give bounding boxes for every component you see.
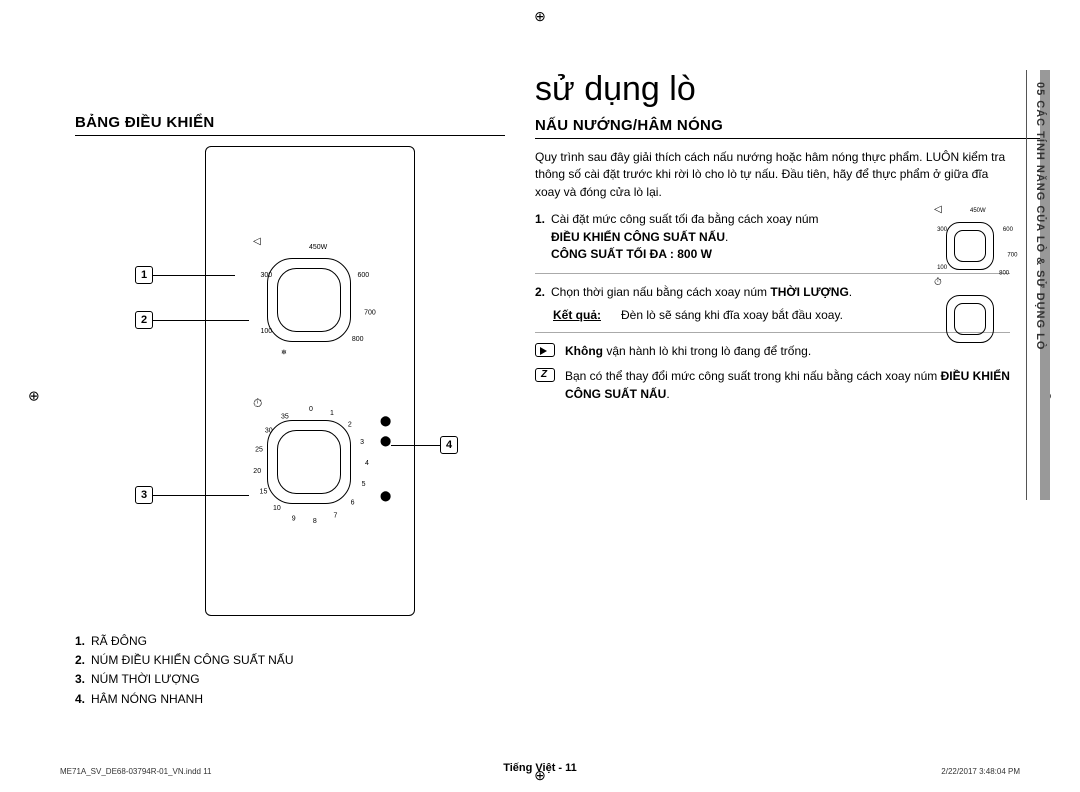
callout-line bbox=[153, 275, 235, 276]
quick-icon: ⬤ bbox=[380, 416, 391, 427]
time-dial: 0 1 2 3 4 5 6 7 8 9 10 15 20 25 30 35 bbox=[255, 408, 363, 516]
chapter-tab-text: 05 CÁC TÍNH NĂNG CỦA LÒ & SỬ DỤNG LÒ bbox=[1034, 82, 1046, 350]
intro-text: Quy trình sau đây giải thích cách nấu nư… bbox=[535, 149, 1050, 201]
registration-mark-left: ⊕ bbox=[28, 388, 40, 405]
time-tick: 6 bbox=[351, 499, 355, 506]
time-tick: 10 bbox=[273, 505, 281, 512]
time-tick: 20 bbox=[253, 468, 261, 475]
legend-item: 2.NÚM ĐIỀU KHIỂN CÔNG SUẤT NẤU bbox=[75, 651, 505, 670]
time-tick: 0 bbox=[309, 406, 313, 413]
step-item: 2. Chọn thời gian nấu bằng cách xoay núm… bbox=[535, 284, 920, 301]
time-tick: 5 bbox=[362, 481, 366, 488]
registration-mark-top: ⊕ bbox=[534, 8, 546, 25]
defrost-icon: ❄ bbox=[281, 348, 287, 356]
power-dial: ❄ 100 300 450W 600 700 800 bbox=[255, 246, 363, 354]
time-tick: 15 bbox=[260, 488, 268, 495]
time-tick: 8 bbox=[313, 518, 317, 525]
control-panel-figure: ◁ ❄ 100 300 450W 600 700 800 ⏱ bbox=[135, 146, 485, 616]
callout-line bbox=[153, 495, 249, 496]
quick-icon: ⬤ bbox=[380, 491, 391, 502]
legend-item: 1.RÃ ĐÔNG bbox=[75, 632, 505, 651]
callout-line bbox=[391, 445, 440, 446]
power-tick: 800 bbox=[352, 336, 364, 343]
power-tick: 700 bbox=[364, 310, 376, 317]
step-list: 1. Cài đặt mức công suất tối đa bằng các… bbox=[535, 211, 920, 263]
chapter-tab: 05 CÁC TÍNH NĂNG CỦA LÒ & SỬ DỤNG LÒ bbox=[1026, 70, 1050, 500]
power-tick: 100 bbox=[261, 328, 273, 335]
panel-outline bbox=[205, 146, 415, 616]
power-tick: 300 bbox=[261, 272, 273, 279]
left-column: BẢNG ĐIỀU KHIỂN ◁ ❄ 100 300 450W 600 700… bbox=[75, 70, 505, 742]
time-tick: 7 bbox=[334, 512, 338, 519]
warning-icon bbox=[535, 343, 555, 357]
legend: 1.RÃ ĐÔNG 2.NÚM ĐIỀU KHIỂN CÔNG SUẤT NẤU… bbox=[75, 632, 505, 709]
power-tick: 450W bbox=[309, 244, 327, 251]
time-tick: 35 bbox=[281, 414, 289, 421]
step1-mini-dial: ◁ 100 300 450W 600 700 800 bbox=[930, 206, 1010, 286]
time-tick: 9 bbox=[292, 515, 296, 522]
result: Kết quả: Đèn lò sẽ sáng khi đĩa xoay bắt… bbox=[553, 308, 920, 322]
control-panel-heading: BẢNG ĐIỀU KHIỂN bbox=[75, 114, 505, 136]
right-column: sử dụng lò NẤU NƯỚNG/HÂM NÓNG Quy trình … bbox=[535, 70, 1050, 742]
time-tick: 30 bbox=[265, 428, 273, 435]
tip-icon bbox=[535, 368, 555, 382]
main-title: sử dụng lò bbox=[535, 70, 1050, 109]
print-meta-right: 2/22/2017 3:48:04 PM bbox=[941, 767, 1020, 776]
callout-3: 3 bbox=[135, 486, 153, 504]
callout-2: 2 bbox=[135, 311, 153, 329]
callout-1: 1 bbox=[135, 266, 153, 284]
time-tick: 4 bbox=[365, 460, 369, 467]
step-list: 2. Chọn thời gian nấu bằng cách xoay núm… bbox=[535, 284, 920, 301]
note-item: Bạn có thể thay đổi mức công suất trong … bbox=[535, 368, 1050, 403]
print-meta-left: ME71A_SV_DE68-03794R-01_VN.indd 11 bbox=[60, 767, 212, 776]
legend-item: 4.HÂM NÓNG NHANH bbox=[75, 690, 505, 709]
time-tick: 2 bbox=[348, 422, 352, 429]
callout-line bbox=[153, 320, 249, 321]
page-content: BẢNG ĐIỀU KHIỂN ◁ ❄ 100 300 450W 600 700… bbox=[75, 70, 1050, 742]
legend-item: 3.NÚM THỜI LƯỢNG bbox=[75, 670, 505, 689]
cooking-heading: NẤU NƯỚNG/HÂM NÓNG bbox=[535, 117, 1050, 139]
time-tick: 3 bbox=[360, 439, 364, 446]
quick-icon: ⬤ bbox=[380, 436, 391, 447]
step2-mini-dial: ⏱ bbox=[930, 279, 1010, 359]
callout-4: 4 bbox=[440, 436, 458, 454]
time-tick: 1 bbox=[330, 410, 334, 417]
page-footer: Tiếng Việt - 11 bbox=[503, 762, 577, 774]
step-item: 1. Cài đặt mức công suất tối đa bằng các… bbox=[535, 211, 920, 263]
power-tick: 600 bbox=[357, 272, 369, 279]
time-tick: 25 bbox=[255, 447, 263, 454]
